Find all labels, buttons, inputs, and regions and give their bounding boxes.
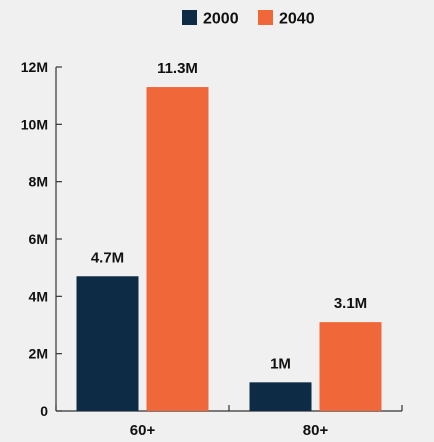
y-tick-label: 4M: [29, 288, 48, 304]
data-label: 3.1M: [334, 295, 367, 312]
legend: 2000 2040: [182, 10, 315, 28]
bar-2000-80+: [249, 382, 312, 411]
bars: [76, 87, 382, 412]
legend-swatch-2040: [258, 10, 273, 25]
x-category-label: 80+: [303, 422, 329, 439]
bar-2040-80+: [319, 322, 382, 411]
y-tick-label: 10M: [21, 116, 48, 132]
bar-2000-60+: [76, 276, 139, 411]
data-labels: 4.7M 11.3M 1M 3.1M: [91, 60, 367, 372]
legend-swatch-2000: [182, 10, 197, 25]
legend-label: 2040: [279, 11, 315, 28]
y-tick-label: 2M: [29, 346, 48, 362]
data-label: 11.3M: [157, 60, 198, 77]
y-tick-label: 6M: [29, 231, 48, 247]
y-tick-label: 0: [40, 403, 48, 419]
y-tick-label: 8M: [29, 174, 48, 190]
y-tick-label: 12M: [21, 59, 48, 75]
y-axis: 0 2M 4M 6M 8M 10M 12M: [21, 59, 62, 419]
legend-label: 2000: [203, 11, 239, 28]
data-label: 1M: [270, 355, 291, 372]
data-label: 4.7M: [91, 249, 124, 266]
x-category-label: 60+: [130, 422, 156, 439]
bar-2040-60+: [146, 87, 209, 412]
